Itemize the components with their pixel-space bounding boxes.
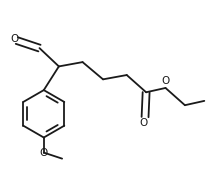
Text: O: O (40, 148, 48, 158)
Text: O: O (140, 118, 148, 128)
Text: O: O (11, 34, 19, 44)
Text: O: O (161, 76, 170, 86)
